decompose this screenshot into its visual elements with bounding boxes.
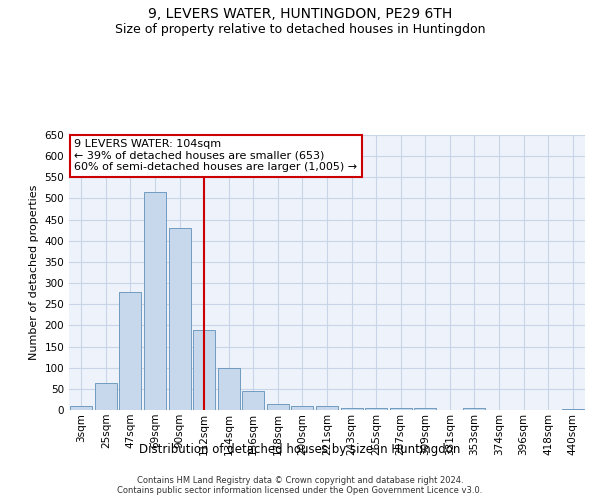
Bar bbox=[414, 408, 436, 410]
Bar bbox=[218, 368, 240, 410]
Bar bbox=[193, 330, 215, 410]
Text: 9, LEVERS WATER, HUNTINGDON, PE29 6TH: 9, LEVERS WATER, HUNTINGDON, PE29 6TH bbox=[148, 8, 452, 22]
Bar bbox=[267, 404, 289, 410]
Bar bbox=[70, 406, 92, 410]
Bar bbox=[119, 292, 142, 410]
Bar bbox=[242, 391, 265, 410]
Text: Distribution of detached houses by size in Huntingdon: Distribution of detached houses by size … bbox=[139, 442, 461, 456]
Text: Contains HM Land Registry data © Crown copyright and database right 2024.
Contai: Contains HM Land Registry data © Crown c… bbox=[118, 476, 482, 495]
Bar bbox=[389, 408, 412, 410]
Y-axis label: Number of detached properties: Number of detached properties bbox=[29, 185, 39, 360]
Bar bbox=[463, 408, 485, 410]
Bar bbox=[316, 406, 338, 410]
Bar bbox=[144, 192, 166, 410]
Text: Size of property relative to detached houses in Huntingdon: Size of property relative to detached ho… bbox=[115, 22, 485, 36]
Bar bbox=[95, 382, 117, 410]
Bar bbox=[562, 408, 584, 410]
Bar bbox=[341, 408, 362, 410]
Bar bbox=[365, 408, 387, 410]
Bar bbox=[169, 228, 191, 410]
Bar bbox=[292, 406, 313, 410]
Text: 9 LEVERS WATER: 104sqm
← 39% of detached houses are smaller (653)
60% of semi-de: 9 LEVERS WATER: 104sqm ← 39% of detached… bbox=[74, 139, 357, 172]
